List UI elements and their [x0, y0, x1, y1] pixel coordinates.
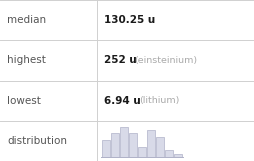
Text: 130.25 u: 130.25 u: [104, 15, 155, 25]
Text: (lithium): (lithium): [139, 96, 179, 105]
Bar: [138, 147, 146, 157]
Bar: [102, 140, 110, 157]
Text: 252 u: 252 u: [104, 55, 137, 65]
Bar: [120, 127, 128, 157]
Bar: [165, 150, 173, 157]
Text: (einsteinium): (einsteinium): [134, 56, 197, 65]
Text: 6.94 u: 6.94 u: [104, 96, 141, 106]
Bar: [129, 133, 137, 157]
Bar: [156, 137, 164, 157]
Text: distribution: distribution: [7, 136, 67, 146]
Text: median: median: [7, 15, 46, 25]
Bar: [174, 154, 182, 157]
Bar: [111, 133, 119, 157]
Bar: [147, 130, 155, 157]
Text: highest: highest: [7, 55, 46, 65]
Text: lowest: lowest: [7, 96, 41, 106]
